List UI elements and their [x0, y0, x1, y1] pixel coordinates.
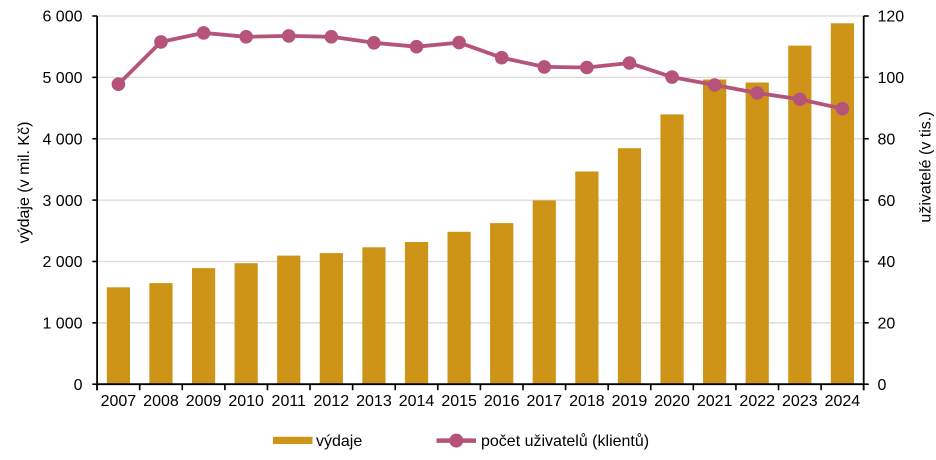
svg-text:2024: 2024	[825, 393, 861, 410]
svg-text:60: 60	[878, 193, 896, 210]
svg-text:40: 40	[878, 254, 896, 271]
svg-text:2020: 2020	[654, 393, 690, 410]
svg-text:2015: 2015	[441, 393, 477, 410]
svg-text:2007: 2007	[101, 393, 137, 410]
svg-text:20: 20	[878, 316, 896, 333]
svg-text:6 000: 6 000	[42, 9, 82, 26]
svg-text:3 000: 3 000	[42, 193, 82, 210]
svg-text:2008: 2008	[143, 393, 179, 410]
svg-text:0: 0	[878, 377, 887, 394]
svg-text:0: 0	[74, 377, 83, 394]
svg-text:2017: 2017	[526, 393, 562, 410]
svg-text:4 000: 4 000	[42, 131, 82, 148]
svg-text:2 000: 2 000	[42, 254, 82, 271]
svg-text:výdaje (v mil. Kč): výdaje (v mil. Kč)	[16, 122, 33, 244]
svg-text:2018: 2018	[569, 393, 605, 410]
svg-text:2011: 2011	[272, 393, 307, 410]
svg-text:2014: 2014	[399, 393, 435, 410]
svg-text:2022: 2022	[739, 393, 775, 410]
svg-text:2009: 2009	[186, 393, 222, 410]
svg-text:120: 120	[878, 9, 905, 26]
svg-text:2012: 2012	[314, 393, 350, 410]
svg-text:2019: 2019	[612, 393, 648, 410]
svg-text:výdaje: výdaje	[316, 433, 362, 450]
svg-text:2013: 2013	[356, 393, 392, 410]
svg-text:2016: 2016	[484, 393, 520, 410]
svg-text:2023: 2023	[782, 393, 818, 410]
svg-text:2010: 2010	[228, 393, 264, 410]
svg-text:2021: 2021	[697, 393, 733, 410]
svg-text:80: 80	[878, 131, 896, 148]
svg-text:uživatelé (v tis.): uživatelé (v tis.)	[918, 111, 935, 222]
svg-text:1 000: 1 000	[42, 316, 82, 333]
svg-text:100: 100	[878, 70, 905, 87]
svg-text:počet uživatelů (klientů): počet uživatelů (klientů)	[481, 432, 649, 450]
svg-text:5 000: 5 000	[42, 70, 82, 87]
